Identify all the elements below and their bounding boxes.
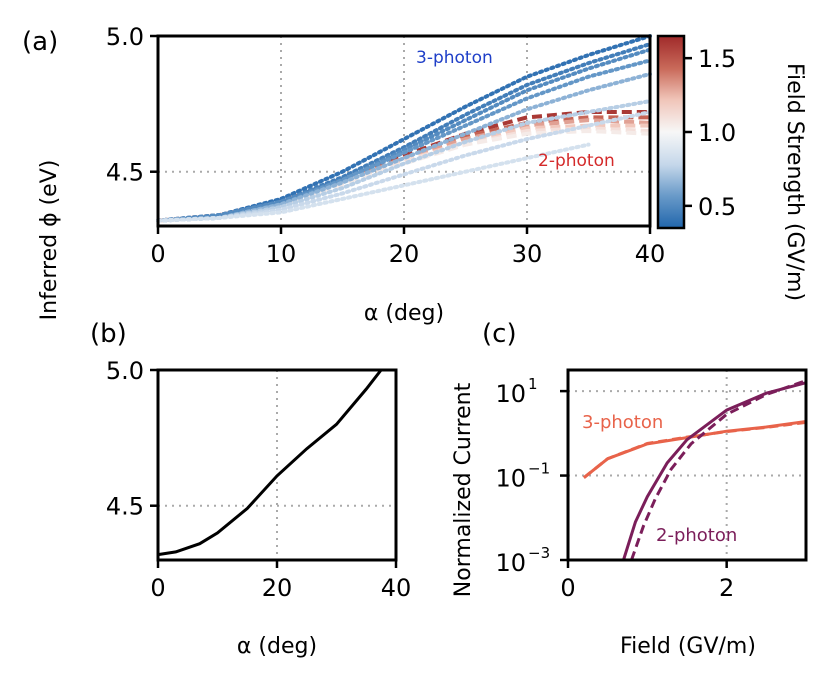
panel-c-ytick-exponent: −3 xyxy=(528,544,550,562)
panel-b-ytick-label: 5.0 xyxy=(106,357,144,385)
panel-b-xtick-label: 40 xyxy=(381,574,412,602)
panel-a-xtick-label: 20 xyxy=(389,240,420,268)
panel-b-xlabel: α (deg) xyxy=(237,634,317,659)
panel-a-curves xyxy=(156,34,652,223)
panel-c-grid xyxy=(568,370,806,560)
panel-a: (a) 0 10 20 30 40 4.5 5.0 3-photon 2-photon α … xyxy=(22,23,807,326)
panel-c-ylabel: Normalized Current xyxy=(451,382,476,597)
panel-a-3photon-curve xyxy=(156,142,591,223)
panel-a-xlabel: α (deg) xyxy=(364,301,444,326)
panel-b-curves xyxy=(157,369,383,557)
panel-c-xtick-label: 0 xyxy=(560,574,575,602)
colorbar-tick-label: 0.5 xyxy=(698,193,736,221)
colorbar-title: Field Strength (GV/m) xyxy=(782,63,807,301)
panel-a-2photon-label: 2-photon xyxy=(538,151,615,171)
panel-c-xtick-label: 2 xyxy=(719,574,734,602)
panel-a-xtick-label: 10 xyxy=(266,240,297,268)
panel-c-curves xyxy=(582,379,807,561)
panel-a-ytick-label: 4.5 xyxy=(106,159,144,187)
panel-c-ytick-exponent: 1 xyxy=(528,375,538,393)
panel-c-letter: (c) xyxy=(482,319,517,349)
panel-a-ytick-label: 5.0 xyxy=(106,23,144,51)
panel-c-ytick-exponent: −1 xyxy=(528,460,550,478)
panel-a-letter: (a) xyxy=(22,27,58,57)
panel-c-curve xyxy=(622,381,807,561)
panel-a-xtick-label: 40 xyxy=(635,240,666,268)
panel-a-3photon-curve xyxy=(156,47,652,223)
panel-c-2photon-label: 2-photon xyxy=(656,525,737,546)
panel-a-ticks: 0 10 20 30 40 4.5 5.0 xyxy=(106,23,665,268)
panel-b-xtick-label: 0 xyxy=(150,574,165,602)
panel-a-xtick-label: 30 xyxy=(512,240,543,268)
panel-c-3photon-label: 3-photon xyxy=(582,412,663,433)
panel-c-ytick-label: 10 xyxy=(495,465,526,493)
panel-a-ylabel: Inferred ϕ (eV) xyxy=(37,160,62,321)
panel-c-curve xyxy=(630,379,807,561)
colorbar xyxy=(656,34,686,230)
panel-b-ytick-label: 4.5 xyxy=(106,493,144,521)
panel-a-grid xyxy=(158,36,650,226)
panel-b-grid xyxy=(158,370,396,560)
panel-b-ticks: 0 20 40 4.5 5.0 xyxy=(106,357,411,602)
panel-b-letter: (b) xyxy=(90,319,127,349)
panel-c-xlabel: Field (GV/m) xyxy=(620,634,756,659)
panel-c-ytick-label: 10 xyxy=(495,380,526,408)
panel-c-frame xyxy=(566,368,808,562)
panel-c-curve xyxy=(582,420,807,479)
colorbar-tick-label: 1.5 xyxy=(698,45,736,73)
colorbar-ticks: 0.5 1.0 1.5 xyxy=(684,45,736,221)
panel-b-xtick-label: 20 xyxy=(262,574,293,602)
panel-b-curve xyxy=(157,369,383,557)
panel-b: (b) 0 20 40 4.5 5.0 α (deg) xyxy=(90,319,411,659)
panel-a-3photon-label: 3-photon xyxy=(416,48,493,68)
colorbar-tick-label: 1.0 xyxy=(698,119,736,147)
panel-c-ytick-label: 10 xyxy=(495,549,526,577)
panel-a-xtick-label: 0 xyxy=(150,240,165,268)
